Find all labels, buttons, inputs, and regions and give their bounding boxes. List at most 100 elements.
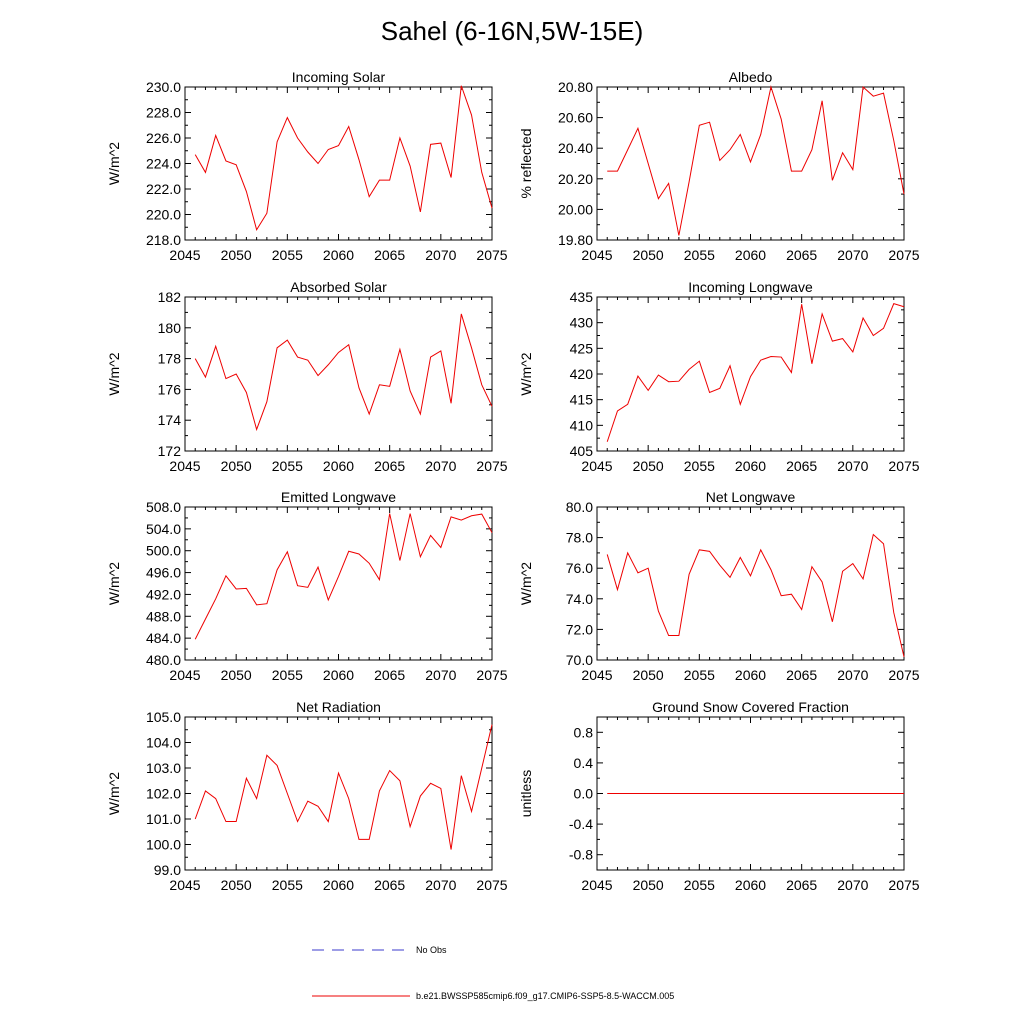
y-tick-label: 226.0 <box>146 130 181 146</box>
y-tick-label: 104.0 <box>146 735 181 751</box>
x-tick-label: 2060 <box>323 458 354 474</box>
panel-title: Incoming Solar <box>292 69 386 85</box>
y-tick-label: 20.80 <box>558 79 593 95</box>
legend-obs-label: No Obs <box>416 945 447 955</box>
x-tick-label: 2045 <box>169 247 200 263</box>
y-tick-label: 0.4 <box>574 755 594 771</box>
y-tick-label: 0.8 <box>574 724 594 740</box>
x-tick-label: 2045 <box>581 877 612 893</box>
x-tick-label: 2055 <box>684 667 715 683</box>
x-tick-label: 2045 <box>581 667 612 683</box>
y-tick-label: 20.00 <box>558 201 593 217</box>
x-tick-label: 2075 <box>888 458 919 474</box>
x-tick-label: 2045 <box>581 247 612 263</box>
y-tick-label: -0.4 <box>569 816 593 832</box>
x-tick-label: 2065 <box>786 247 817 263</box>
x-tick-label: 2065 <box>374 458 405 474</box>
x-tick-label: 2070 <box>425 247 456 263</box>
x-tick-label: 2045 <box>169 877 200 893</box>
panel-title: Absorbed Solar <box>290 279 387 295</box>
x-tick-label: 2060 <box>323 667 354 683</box>
panel-4: Incoming Longwave W/m^2 2045 2050 2055 2060 20… <box>518 279 920 474</box>
y-tick-label: 182 <box>158 289 182 305</box>
x-tick-label: 2060 <box>735 247 766 263</box>
x-tick-label: 2050 <box>221 458 252 474</box>
x-tick-label: 2070 <box>837 458 868 474</box>
x-tick-label: 2055 <box>684 458 715 474</box>
x-tick-label: 2050 <box>633 247 664 263</box>
y-tick-label: 20.60 <box>558 110 593 126</box>
y-tick-label: 496.0 <box>146 565 181 581</box>
y-tick-label: 224.0 <box>146 156 181 172</box>
x-tick-label: 2075 <box>888 667 919 683</box>
y-tick-label: 425 <box>570 340 594 356</box>
x-tick-label: 2055 <box>684 877 715 893</box>
plot-frame <box>184 716 493 871</box>
y-tick-label: 488.0 <box>146 608 181 624</box>
y-tick-label: 178 <box>158 351 182 367</box>
y-tick-label: 0.0 <box>574 786 594 802</box>
y-tick-label: 430 <box>570 315 594 331</box>
panel-8: Ground Snow Covered Fraction unitless 2045… <box>518 699 920 893</box>
series-line <box>606 303 905 442</box>
x-tick-label: 2065 <box>374 667 405 683</box>
x-tick-label: 2070 <box>837 247 868 263</box>
y-tick-label: 176 <box>158 381 182 397</box>
plot-frame <box>596 506 905 661</box>
plot-frame <box>184 296 493 452</box>
y-tick-label: 174 <box>158 412 182 428</box>
plot-frame <box>184 506 493 661</box>
y-tick-label: 19.80 <box>558 232 593 248</box>
x-tick-label: 2065 <box>786 667 817 683</box>
plot-frame <box>596 86 905 241</box>
x-tick-label: 2075 <box>476 877 507 893</box>
y-tick-label: 180 <box>158 320 182 336</box>
x-tick-label: 2065 <box>374 877 405 893</box>
y-tick-label: 105.0 <box>146 709 181 725</box>
legend: No Obs b.e21.BWSSP585cmip6.f09_g17.CMIP6… <box>312 945 674 1001</box>
y-axis-label: unitless <box>518 770 534 817</box>
x-tick-label: 2050 <box>221 247 252 263</box>
y-tick-label: 218.0 <box>146 232 181 248</box>
x-tick-label: 2060 <box>323 877 354 893</box>
plot-frame <box>184 86 493 241</box>
y-tick-label: 492.0 <box>146 586 181 602</box>
series-line <box>606 533 905 658</box>
panel-title: Emitted Longwave <box>281 489 396 505</box>
x-tick-label: 2055 <box>272 247 303 263</box>
y-tick-label: 99.0 <box>154 862 181 878</box>
panel-5: Emitted Longwave W/m^2 2045 2050 2055 2060 206… <box>106 489 508 683</box>
panel-title: Net Radiation <box>296 699 381 715</box>
x-tick-label: 2075 <box>888 247 919 263</box>
x-tick-label: 2075 <box>888 877 919 893</box>
panel-3: Absorbed Solar W/m^2 2045 2050 2055 2060 2065 2… <box>106 279 508 474</box>
x-tick-label: 2045 <box>581 458 612 474</box>
x-tick-label: 2065 <box>786 458 817 474</box>
plot-frame <box>596 296 905 452</box>
x-tick-label: 2060 <box>323 247 354 263</box>
y-axis-label: W/m^2 <box>106 142 122 185</box>
x-tick-label: 2055 <box>272 667 303 683</box>
y-tick-label: 80.0 <box>566 499 593 515</box>
x-tick-label: 2045 <box>169 458 200 474</box>
series-line <box>194 85 493 232</box>
panel-title: Net Longwave <box>706 489 796 505</box>
y-tick-label: 504.0 <box>146 521 181 537</box>
x-tick-label: 2070 <box>425 667 456 683</box>
panel-title: Albedo <box>729 69 773 85</box>
x-tick-label: 2050 <box>633 877 664 893</box>
y-tick-label: 76.0 <box>566 560 593 576</box>
x-tick-label: 2045 <box>169 667 200 683</box>
y-tick-label: 480.0 <box>146 652 181 668</box>
panel-6: Net Longwave W/m^2 2045 2050 2055 2060 2065 207… <box>518 489 920 683</box>
panel-title: Incoming Longwave <box>688 279 813 295</box>
y-tick-label: 74.0 <box>566 591 593 607</box>
x-tick-label: 2070 <box>837 667 868 683</box>
y-tick-label: 102.0 <box>146 786 181 802</box>
y-tick-label: 230.0 <box>146 79 181 95</box>
x-tick-label: 2075 <box>476 458 507 474</box>
x-tick-label: 2055 <box>684 247 715 263</box>
series-line <box>194 724 493 850</box>
y-tick-label: 415 <box>570 392 594 408</box>
